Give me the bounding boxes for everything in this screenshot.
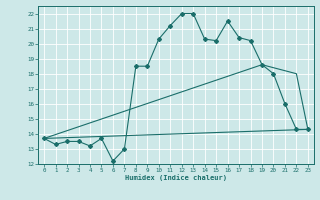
X-axis label: Humidex (Indice chaleur): Humidex (Indice chaleur) [125,175,227,181]
